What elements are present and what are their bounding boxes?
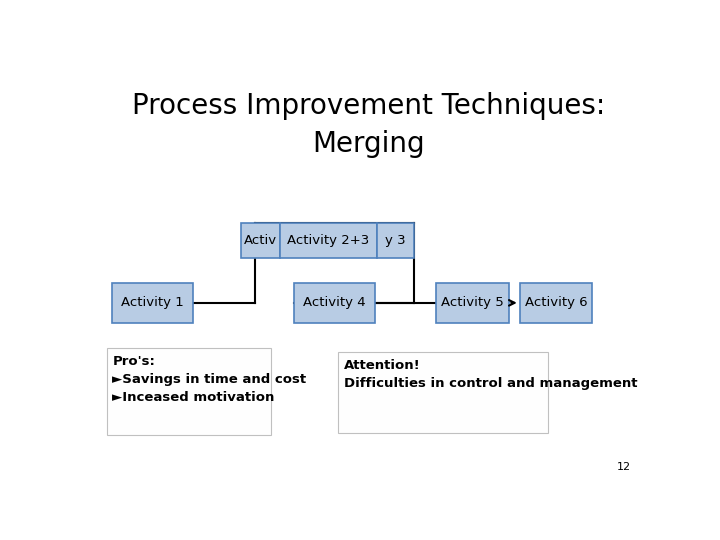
FancyBboxPatch shape <box>240 223 280 258</box>
Text: Attention!
Difficulties in control and management: Attention! Difficulties in control and m… <box>344 359 637 390</box>
Text: Activity 6: Activity 6 <box>525 296 588 309</box>
FancyBboxPatch shape <box>520 283 593 322</box>
FancyBboxPatch shape <box>377 223 414 258</box>
Text: Activity 5: Activity 5 <box>441 296 503 309</box>
FancyBboxPatch shape <box>112 283 193 322</box>
Text: Activity 4: Activity 4 <box>303 296 366 309</box>
Text: Process Improvement Techniques:: Process Improvement Techniques: <box>132 92 606 120</box>
FancyBboxPatch shape <box>107 348 271 435</box>
Text: Activity 1: Activity 1 <box>122 296 184 309</box>
Text: Activity 2+3: Activity 2+3 <box>287 234 369 247</box>
FancyBboxPatch shape <box>294 283 374 322</box>
FancyBboxPatch shape <box>280 223 377 258</box>
Text: Activ: Activ <box>243 234 276 247</box>
Text: Pro's:
►Savings in time and cost
►Inceased motivation: Pro's: ►Savings in time and cost ►Inceas… <box>112 355 307 404</box>
FancyBboxPatch shape <box>338 352 548 433</box>
Text: Merging: Merging <box>312 130 426 158</box>
FancyBboxPatch shape <box>436 283 508 322</box>
Text: 12: 12 <box>617 462 631 472</box>
Text: y 3: y 3 <box>385 234 406 247</box>
